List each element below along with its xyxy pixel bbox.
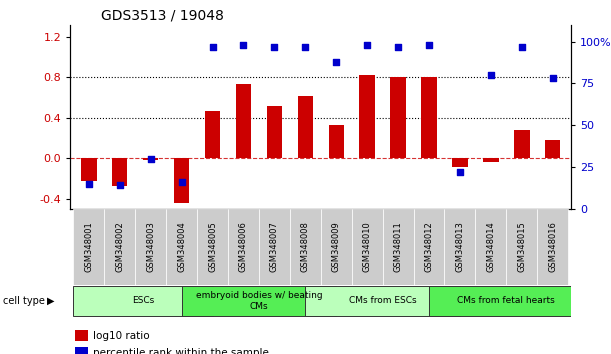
Bar [514,130,530,158]
Point [548,75,558,81]
Text: GSM348008: GSM348008 [301,222,310,272]
FancyBboxPatch shape [290,209,321,285]
Text: percentile rank within the sample: percentile rank within the sample [93,348,269,354]
FancyBboxPatch shape [181,286,336,316]
Text: CMs from fetal hearts: CMs from fetal hearts [458,296,555,306]
Bar [422,78,437,158]
Point [301,44,310,49]
Point [146,156,156,161]
Text: ESCs: ESCs [132,296,154,306]
Bar [205,111,220,158]
FancyBboxPatch shape [197,209,228,285]
Text: GSM348004: GSM348004 [177,222,186,272]
Text: GSM348003: GSM348003 [146,222,155,272]
Bar [236,85,251,158]
FancyBboxPatch shape [104,209,135,285]
Bar [75,347,88,354]
Text: GSM348001: GSM348001 [84,222,93,272]
FancyBboxPatch shape [228,209,259,285]
FancyBboxPatch shape [73,209,104,285]
Bar [452,158,467,167]
Text: GSM348010: GSM348010 [363,222,371,272]
Bar [359,75,375,158]
Point [177,179,186,185]
FancyBboxPatch shape [507,209,537,285]
Bar [112,158,128,185]
Bar [81,158,97,181]
FancyBboxPatch shape [537,209,568,285]
Text: GSM348007: GSM348007 [270,222,279,272]
Text: GSM348012: GSM348012 [425,222,434,272]
FancyBboxPatch shape [475,209,507,285]
Point [455,169,465,175]
Text: GSM348006: GSM348006 [239,222,248,272]
Point [115,183,125,188]
Point [517,44,527,49]
Bar [483,158,499,162]
Text: CMs from ESCs: CMs from ESCs [349,296,417,306]
Point [424,42,434,48]
Point [393,44,403,49]
Text: GSM348015: GSM348015 [518,222,526,272]
FancyBboxPatch shape [73,286,213,316]
FancyBboxPatch shape [321,209,352,285]
Point [238,42,248,48]
FancyBboxPatch shape [414,209,444,285]
Bar [174,158,189,203]
Point [84,181,93,187]
Text: ▶: ▶ [47,296,54,306]
Text: GSM348009: GSM348009 [332,222,341,272]
FancyBboxPatch shape [382,209,414,285]
Point [331,59,341,64]
Text: GSM348014: GSM348014 [486,222,496,272]
FancyBboxPatch shape [259,209,290,285]
Point [486,72,496,78]
Bar [143,158,158,160]
Text: GSM348011: GSM348011 [393,222,403,272]
FancyBboxPatch shape [166,209,197,285]
FancyBboxPatch shape [444,209,475,285]
Text: GDS3513 / 19048: GDS3513 / 19048 [101,9,224,23]
Bar [329,125,344,158]
Text: GSM348002: GSM348002 [115,222,124,272]
Bar [390,78,406,158]
Bar [545,140,560,158]
Text: GSM348016: GSM348016 [548,222,557,272]
FancyBboxPatch shape [352,209,382,285]
Point [208,44,218,49]
FancyBboxPatch shape [429,286,584,316]
Point [269,44,279,49]
Text: GSM348013: GSM348013 [455,222,464,272]
Text: embryoid bodies w/ beating
CMs: embryoid bodies w/ beating CMs [196,291,322,310]
Text: GSM348005: GSM348005 [208,222,217,272]
FancyBboxPatch shape [135,209,166,285]
Point [362,42,372,48]
Text: cell type: cell type [3,296,45,306]
FancyBboxPatch shape [306,286,460,316]
Bar [75,330,88,341]
Bar [298,96,313,158]
Text: log10 ratio: log10 ratio [93,331,150,341]
Bar [266,106,282,158]
